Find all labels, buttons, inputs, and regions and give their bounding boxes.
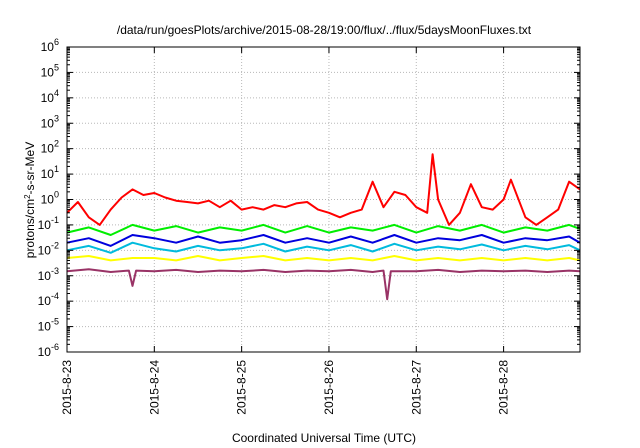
x-tick-label: 2015-8-26	[322, 360, 336, 415]
y-tick-label-exponent: -2	[51, 240, 59, 250]
y-tick-label: 101	[41, 164, 59, 181]
series-line-4	[66, 241, 581, 254]
y-tick-label: 10-6	[38, 342, 59, 359]
y-tick-label-base: 10	[38, 320, 52, 334]
y-tick-label: 103	[41, 113, 59, 130]
y-tick-label-exponent: 4	[54, 88, 59, 98]
y-tick-label-base: 10	[38, 345, 52, 359]
y-tick-label-exponent: -4	[51, 291, 59, 301]
x-tick-label: 2015-8-24	[147, 360, 161, 415]
y-axis-title-suffix: -s-sr-MeV	[23, 142, 37, 195]
series-line-5	[66, 255, 581, 262]
y-axis: 10-610-510-410-310-210-11001011021031041…	[38, 37, 580, 359]
y-tick-label-exponent: 1	[54, 164, 59, 174]
series-group	[66, 153, 581, 301]
x-tick-label: 2015-8-23	[60, 360, 74, 415]
y-tick-label-exponent: -1	[51, 215, 59, 225]
series-line-1	[66, 153, 581, 226]
y-tick-label-base: 10	[41, 65, 55, 79]
y-tick-label: 10-4	[38, 291, 59, 308]
y-tick-label: 10-1	[38, 215, 59, 232]
x-axis-title: Coordinated Universal Time (UTC)	[232, 431, 416, 445]
y-tick-label-base: 10	[41, 116, 55, 130]
y-tick-label-exponent: 2	[54, 139, 59, 149]
y-tick-label: 102	[41, 139, 59, 156]
x-tick-label: 2015-8-27	[409, 360, 423, 415]
y-tick-label-exponent: 6	[54, 37, 59, 47]
y-tick-label: 104	[41, 88, 59, 105]
series-line-3	[66, 234, 581, 247]
y-tick-label-exponent: 0	[54, 190, 59, 200]
y-tick-label-base: 10	[41, 167, 55, 181]
y-axis-title-superscript: 2	[23, 194, 32, 199]
y-tick-label-base: 10	[38, 243, 52, 257]
y-tick-label-exponent: -3	[51, 266, 59, 276]
series-line-2	[66, 223, 581, 236]
y-axis-title: protons/cm2-s-sr-MeV	[23, 142, 38, 258]
y-tick-label: 106	[41, 37, 59, 54]
series-line-6	[66, 268, 581, 301]
y-tick-label: 10-5	[38, 317, 59, 334]
y-axis-title-prefix: protons/cm	[23, 199, 37, 258]
x-tick-label: 2015-8-25	[235, 360, 249, 415]
y-tick-label-base: 10	[38, 218, 52, 232]
y-tick-label-base: 10	[38, 294, 52, 308]
y-tick-label-base: 10	[41, 193, 55, 207]
y-tick-label-exponent: 5	[54, 62, 59, 72]
x-tick-label: 2015-8-28	[497, 360, 511, 415]
y-tick-label: 105	[41, 62, 59, 79]
y-tick-label-exponent: 3	[54, 113, 59, 123]
y-tick-label-exponent: -5	[51, 317, 59, 327]
y-tick-label-base: 10	[41, 142, 55, 156]
y-tick-label: 100	[41, 190, 59, 207]
y-tick-label: 10-3	[38, 266, 59, 283]
y-tick-label-base: 10	[38, 269, 52, 283]
y-tick-label-exponent: -6	[51, 342, 59, 352]
chart-title: /data/run/goesPlots/archive/2015-08-28/1…	[117, 23, 532, 37]
y-tick-label-base: 10	[41, 40, 55, 54]
y-tick-label-base: 10	[41, 91, 55, 105]
y-tick-label: 10-2	[38, 240, 59, 257]
x-axis: 2015-8-23 2015-8-24 2015-8-25 2015-8-26 2015…	[60, 47, 511, 415]
